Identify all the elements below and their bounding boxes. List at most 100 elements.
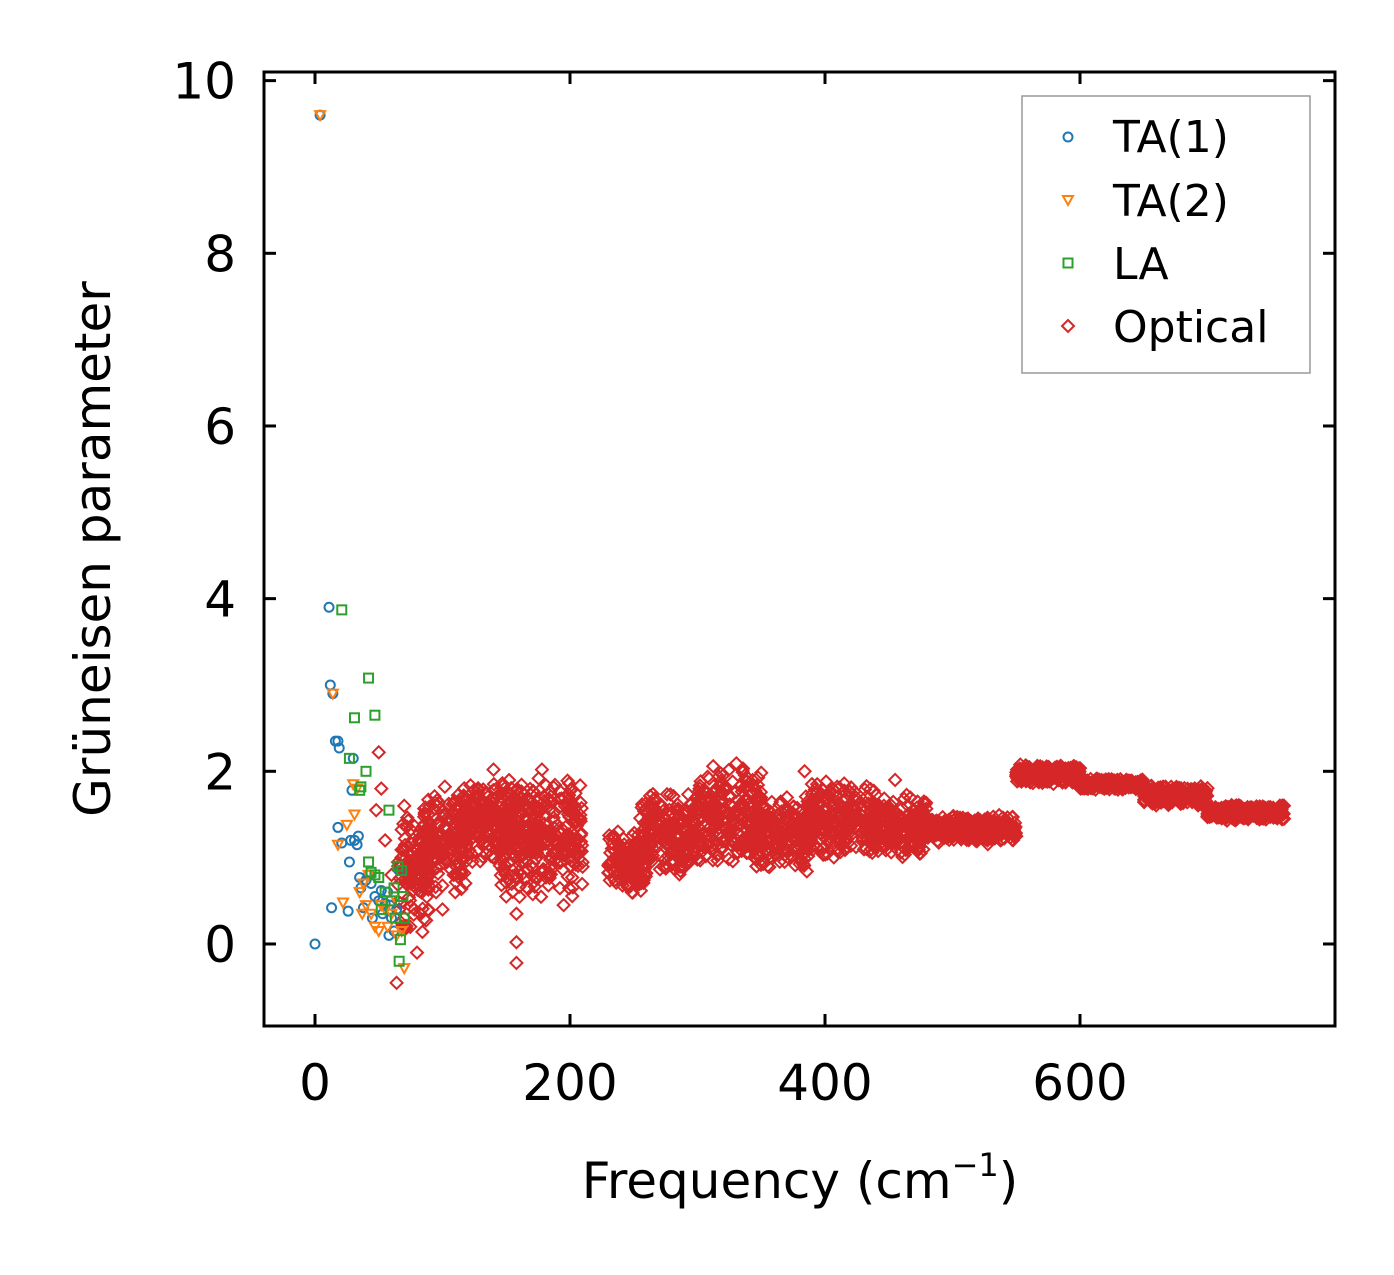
optical-point — [509, 955, 524, 971]
optical-point — [1066, 764, 1082, 780]
optical-point — [665, 820, 681, 835]
la-point — [360, 765, 372, 777]
optical-point — [1139, 785, 1154, 801]
optical-point — [644, 853, 660, 869]
optical-point — [559, 827, 575, 843]
optical-point — [429, 810, 445, 826]
optical-point — [843, 818, 859, 834]
optical-point — [574, 843, 590, 859]
optical-point — [399, 810, 415, 826]
optical-point — [1252, 799, 1268, 815]
optical-point — [1211, 802, 1227, 818]
optical-point — [802, 799, 818, 815]
optical-point — [601, 856, 617, 872]
optical-point — [470, 814, 486, 830]
optical-point — [606, 829, 622, 845]
optical-point — [573, 813, 588, 829]
optical-point — [692, 793, 708, 809]
optical-point — [428, 859, 444, 875]
optical-point — [529, 802, 545, 818]
optical-point — [565, 879, 581, 895]
optical-point — [559, 799, 575, 815]
optical-point — [511, 878, 527, 894]
optical-point — [602, 872, 618, 888]
optical-point — [1206, 801, 1222, 817]
optical-point — [650, 838, 666, 854]
optical-point — [419, 824, 435, 840]
optical-point — [534, 762, 550, 777]
optical-point — [744, 785, 760, 801]
optical-point — [885, 821, 900, 837]
optical-point — [542, 859, 558, 875]
optical-point — [899, 787, 915, 803]
optical-point — [398, 918, 414, 934]
ta-2-point — [355, 908, 369, 921]
ta-2-point — [395, 926, 409, 939]
optical-point — [538, 777, 554, 793]
optical-point — [769, 824, 784, 840]
optical-point — [668, 829, 684, 845]
optical-point — [409, 945, 425, 961]
optical-point — [772, 854, 788, 870]
la-point — [386, 895, 397, 907]
optical-point — [389, 975, 405, 991]
optical-point — [441, 809, 457, 825]
optical-point — [601, 827, 617, 843]
optical-point — [670, 802, 686, 818]
optical-point — [676, 859, 692, 875]
optical-point — [461, 842, 477, 858]
optical-point — [729, 838, 745, 854]
optical-point — [403, 876, 419, 891]
optical-point — [653, 797, 669, 813]
optical-point — [496, 807, 512, 823]
optical-point — [874, 803, 890, 819]
optical-point — [757, 801, 772, 817]
optical-point — [619, 854, 635, 870]
la-point — [343, 752, 355, 764]
optical-point — [1007, 821, 1022, 836]
ta-2-point — [380, 921, 395, 934]
optical-point — [494, 785, 510, 801]
optical-point — [897, 847, 913, 863]
optical-point — [1148, 792, 1164, 808]
optical-point — [711, 769, 727, 784]
optical-point — [784, 809, 799, 824]
ta-1-point — [324, 679, 336, 691]
ta-2-point — [347, 809, 362, 822]
optical-point — [431, 829, 446, 845]
optical-point — [643, 806, 659, 822]
optical-point — [939, 827, 955, 843]
optical-point — [945, 824, 961, 839]
optical-point — [524, 868, 540, 884]
optical-point — [403, 822, 419, 838]
optical-point — [762, 845, 777, 861]
optical-point — [393, 914, 409, 930]
optical-point — [497, 857, 512, 873]
optical-point — [568, 848, 584, 863]
optical-point — [731, 799, 747, 815]
optical-point — [1274, 811, 1290, 827]
optical-point — [652, 861, 668, 877]
optical-point — [529, 808, 544, 824]
optical-point — [779, 790, 795, 805]
optical-point — [848, 839, 864, 855]
la-point — [349, 712, 361, 724]
optical-point — [618, 847, 634, 863]
optical-point — [691, 827, 706, 843]
optical-point — [514, 835, 530, 851]
optical-point — [938, 813, 954, 829]
optical-point — [444, 836, 460, 852]
optical-point — [1101, 771, 1117, 787]
tick-labels: 0 200 400 600 0 2 4 6 8 10 — [172, 53, 1127, 1112]
optical-point — [725, 853, 741, 869]
ta-2-point — [359, 900, 373, 913]
optical-point — [704, 804, 720, 820]
optical-point — [531, 770, 547, 786]
optical-point — [818, 774, 834, 790]
optical-point — [862, 824, 878, 840]
optical-point — [1084, 780, 1100, 796]
optical-point — [421, 902, 437, 918]
optical-point — [822, 813, 837, 829]
optical-point — [692, 781, 708, 797]
optical-point — [1146, 784, 1162, 799]
